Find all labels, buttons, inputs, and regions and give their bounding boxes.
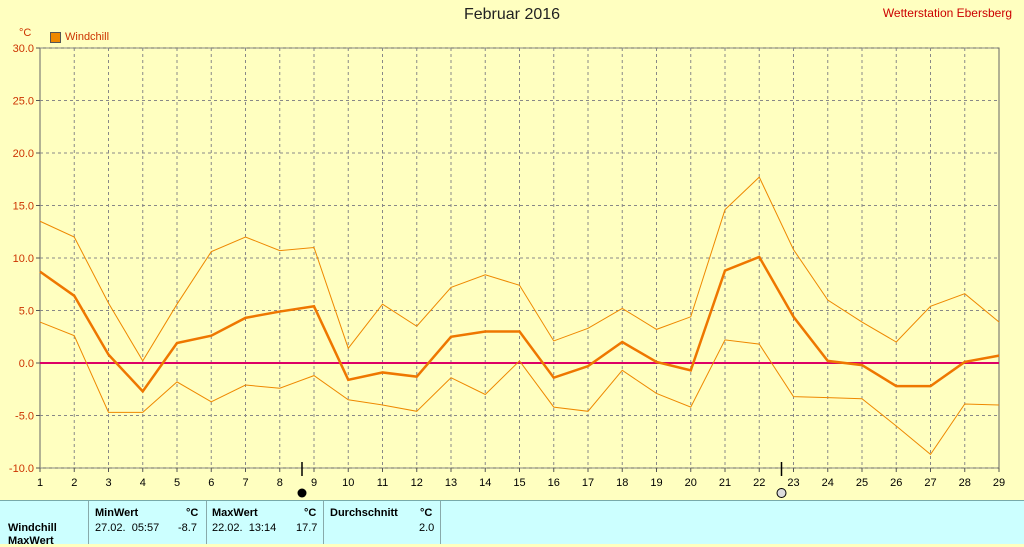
x-tick-label: 9 xyxy=(311,477,317,489)
y-tick-label: -5.0 xyxy=(15,411,34,423)
min-datetime: 27.02. 05:57 xyxy=(95,522,159,534)
x-tick-label: 10 xyxy=(342,477,354,489)
x-tick-label: 20 xyxy=(685,477,697,489)
table-divider xyxy=(88,501,89,544)
x-tick-label: 17 xyxy=(582,477,594,489)
x-tick-label: 28 xyxy=(959,477,971,489)
x-tick-label: 25 xyxy=(856,477,868,489)
table-divider xyxy=(440,501,441,544)
y-tick-label: 15.0 xyxy=(13,201,34,213)
table-divider xyxy=(323,501,324,544)
y-tick-label: 5.0 xyxy=(19,306,34,318)
new-moon-icon xyxy=(298,489,307,498)
row-label: Windchill xyxy=(8,522,57,534)
x-tick-label: 1 xyxy=(37,477,43,489)
y-tick-label: 10.0 xyxy=(13,253,34,265)
min-value: -8.7 xyxy=(178,522,197,534)
y-tick-label: 0.0 xyxy=(19,358,34,370)
x-tick-label: 29 xyxy=(993,477,1005,489)
max-value: 17.7 xyxy=(296,522,317,534)
x-tick-label: 27 xyxy=(924,477,936,489)
x-tick-label: 8 xyxy=(277,477,283,489)
x-tick-label: 15 xyxy=(513,477,525,489)
stats-table: MinWert °C MaxWert °C Durchschnitt °C Wi… xyxy=(0,500,1024,544)
x-tick-label: 18 xyxy=(616,477,628,489)
x-tick-label: 4 xyxy=(140,477,146,489)
x-tick-label: 7 xyxy=(242,477,248,489)
avg-value: 2.0 xyxy=(419,522,434,534)
x-tick-label: 13 xyxy=(445,477,457,489)
y-tick-label: -10.0 xyxy=(9,463,34,475)
x-tick-label: 26 xyxy=(890,477,902,489)
x-tick-label: 23 xyxy=(787,477,799,489)
max-unit: °C xyxy=(304,507,316,519)
x-tick-label: 22 xyxy=(753,477,765,489)
y-tick-label: 20.0 xyxy=(13,148,34,160)
x-tick-label: 11 xyxy=(377,477,388,489)
x-tick-label: 19 xyxy=(650,477,662,489)
avg-unit: °C xyxy=(420,507,432,519)
x-tick-label: 6 xyxy=(208,477,214,489)
y-tick-label: 25.0 xyxy=(13,96,34,108)
x-tick-label: 5 xyxy=(174,477,180,489)
max-header: MaxWert xyxy=(212,507,258,519)
max-datetime: 22.02. 13:14 xyxy=(212,522,276,534)
x-tick-label: 2 xyxy=(71,477,77,489)
avg-header: Durchschnitt xyxy=(330,507,398,519)
x-tick-label: 24 xyxy=(822,477,834,489)
next-row-label: MaxWert xyxy=(8,535,54,547)
x-tick-label: 12 xyxy=(411,477,423,489)
min-unit: °C xyxy=(186,507,198,519)
table-divider xyxy=(206,501,207,544)
full-moon-icon xyxy=(777,489,786,498)
x-tick-label: 14 xyxy=(479,477,491,489)
x-tick-label: 3 xyxy=(105,477,111,489)
x-tick-label: 21 xyxy=(719,477,731,489)
x-tick-label: 16 xyxy=(548,477,560,489)
min-header: MinWert xyxy=(95,507,138,519)
y-tick-label: 30.0 xyxy=(13,43,34,55)
